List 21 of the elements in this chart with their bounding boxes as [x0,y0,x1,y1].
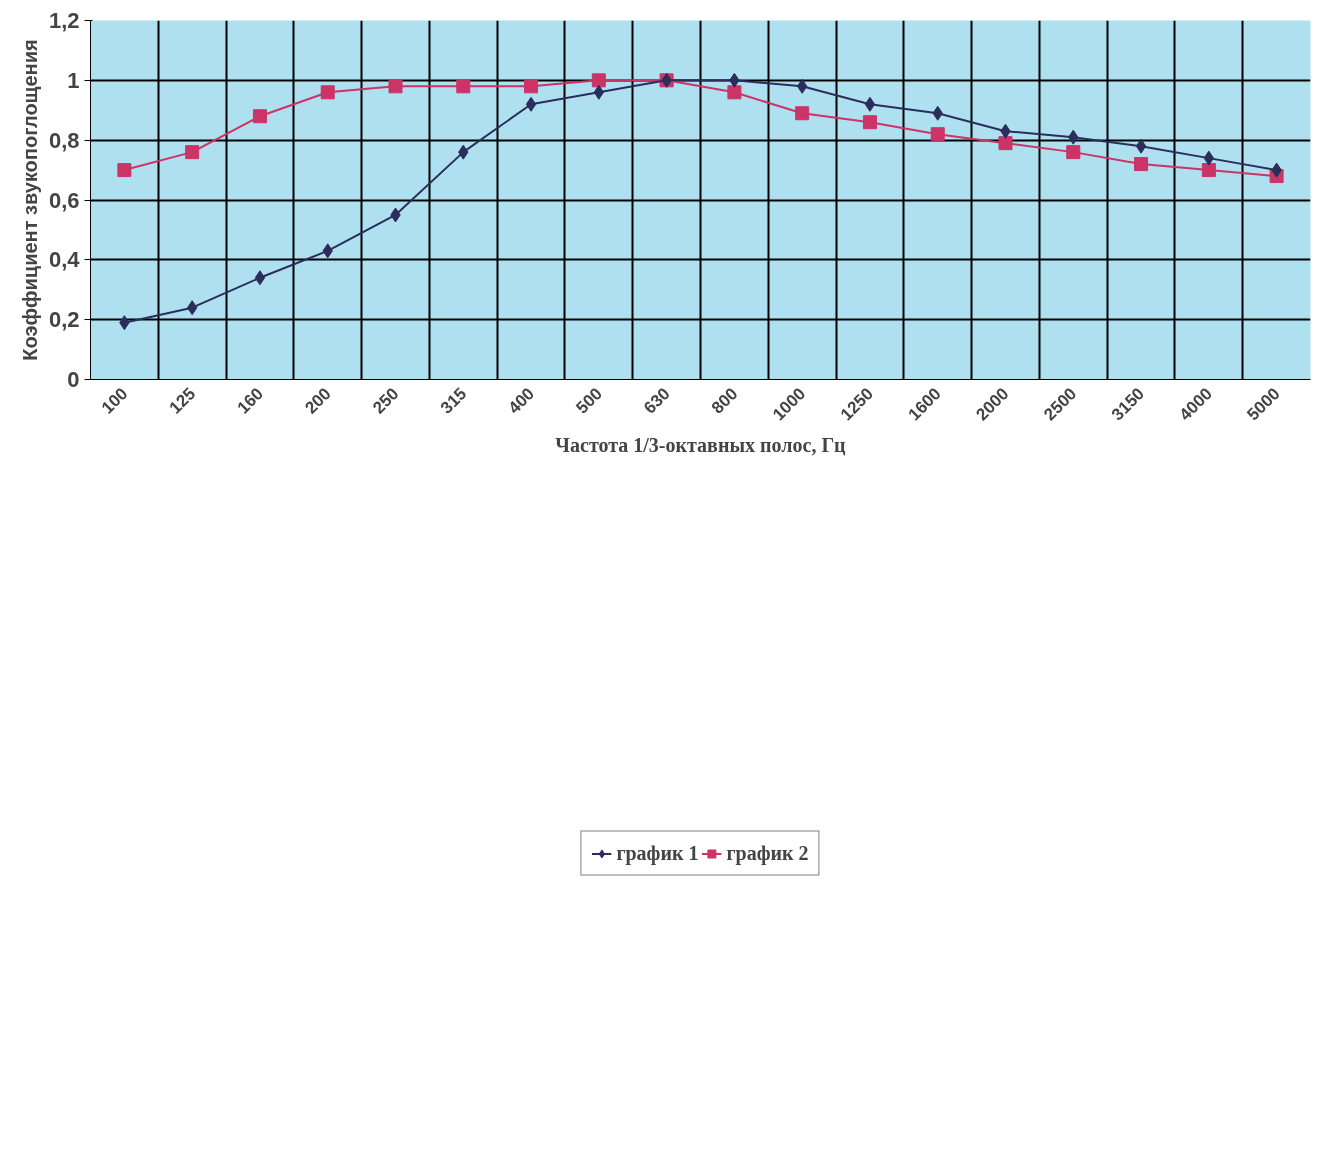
y-tick-label: 0,8 [48,127,80,153]
x-tick-label: 315 [436,384,471,418]
y-tick-label: 0,2 [48,307,80,333]
x-axis-title: Частота 1/3-октавных полос, Гц [555,433,847,456]
y-tick-label: 0 [67,367,80,392]
x-tick-label: 250 [369,384,403,418]
legend-label: график 2 [726,841,809,865]
x-tick-label: 125 [165,384,200,418]
x-tick-label: 400 [504,384,539,418]
x-tick-label: 200 [301,384,335,418]
x-tick-label: 500 [572,384,606,418]
x-tick-label: 160 [233,384,268,418]
x-tick-label: 100 [97,384,132,418]
y-tick-label: 1,2 [48,8,80,33]
legend-label: график 1 [616,841,699,865]
x-tick-label: 800 [707,384,742,418]
y-tick-label: 1 [67,67,80,93]
x-tick-label: 630 [640,384,674,418]
y-axis-title: Коэффициент звукопоглощения [18,39,41,361]
y-tick-label: 0,4 [48,247,81,273]
y-tick-label: 0,6 [48,187,80,213]
